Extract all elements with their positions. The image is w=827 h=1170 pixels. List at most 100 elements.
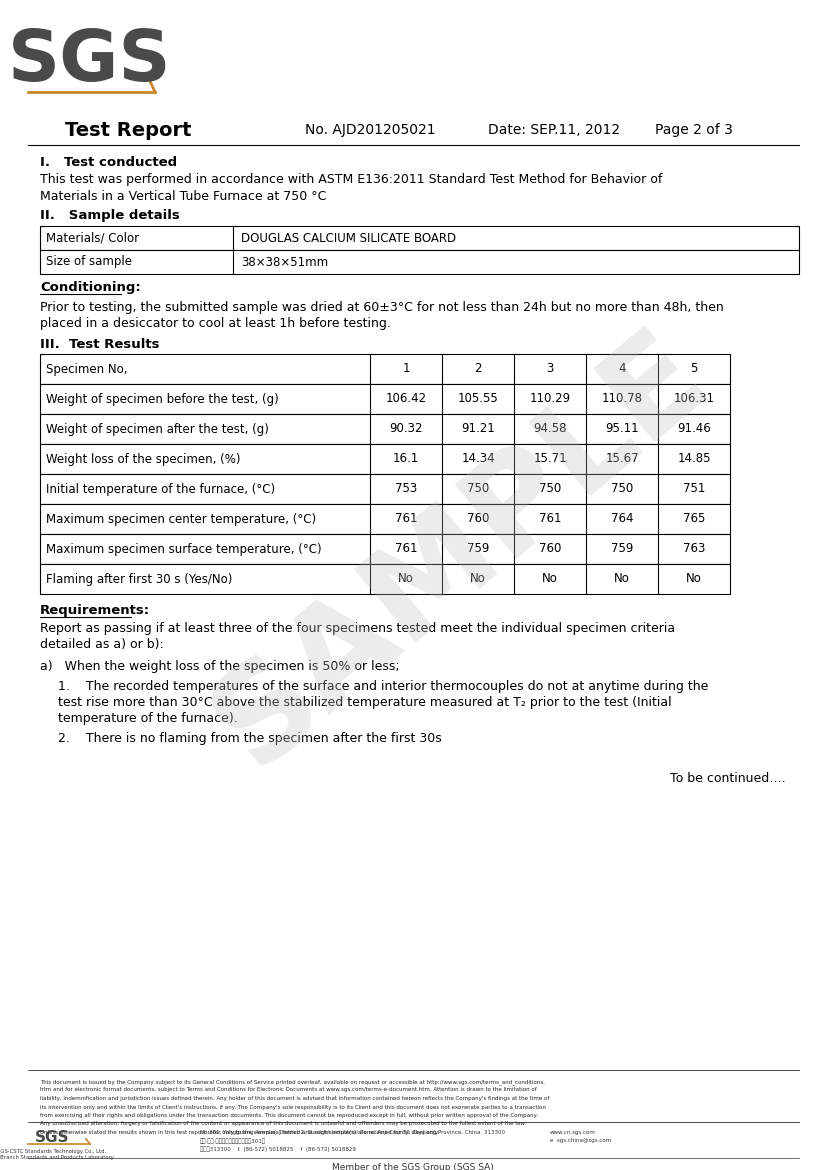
Text: from exercising all their rights and obligations under the transaction documents: from exercising all their rights and obl… — [40, 1113, 538, 1119]
Text: III.  Test Results: III. Test Results — [40, 337, 160, 351]
Text: 751: 751 — [683, 482, 705, 496]
Text: placed in a desiccator to cool at least 1h before testing.: placed in a desiccator to cool at least … — [40, 317, 391, 330]
Text: 5: 5 — [691, 363, 698, 376]
Text: 14.85: 14.85 — [677, 453, 710, 466]
Text: temperature of the furnace).: temperature of the furnace). — [58, 713, 237, 725]
Text: liability, indemnification and jurisdiction issues defined therein. Any holder o: liability, indemnification and jurisdict… — [40, 1096, 549, 1101]
Bar — [40, 250, 799, 274]
Text: 3: 3 — [547, 363, 554, 376]
Text: 753: 753 — [394, 482, 417, 496]
Text: 750: 750 — [539, 482, 562, 496]
Text: 761: 761 — [394, 512, 418, 525]
Text: 750: 750 — [611, 482, 633, 496]
Text: 邮编：313300    t  (86-572) 5018825    f  (86-572) 5018829: 邮编：313300 t (86-572) 5018825 f (86-572) … — [200, 1145, 356, 1151]
Text: htm and for electronic format documents, subject to Terms and Conditions for Ele: htm and for electronic format documents,… — [40, 1087, 537, 1093]
Text: No: No — [398, 572, 414, 585]
Text: Weight of specimen before the test, (g): Weight of specimen before the test, (g) — [46, 392, 279, 406]
Text: Specimen No,: Specimen No, — [46, 363, 127, 376]
Bar — [40, 504, 730, 534]
Text: test rise more than 30°C above the stabilized temperature measured at T₂ prior t: test rise more than 30°C above the stabi… — [58, 696, 672, 709]
Text: 91.46: 91.46 — [677, 422, 711, 435]
Text: Materials in a Vertical Tube Furnace at 750 °C: Materials in a Vertical Tube Furnace at … — [40, 190, 327, 202]
Text: 764: 764 — [611, 512, 633, 525]
Text: 14.34: 14.34 — [461, 453, 495, 466]
Text: 94.58: 94.58 — [533, 422, 566, 435]
Bar — [40, 474, 730, 504]
Text: Report as passing if at least three of the four specimens tested meet the indivi: Report as passing if at least three of t… — [40, 622, 675, 635]
Text: Date: SEP.11, 2012: Date: SEP.11, 2012 — [488, 123, 620, 137]
Text: 761: 761 — [394, 543, 418, 556]
Text: 765: 765 — [683, 512, 705, 525]
Text: Weight of specimen after the test, (g): Weight of specimen after the test, (g) — [46, 422, 269, 435]
Text: This test was performed in accordance with ASTM E136:2011 Standard Test Method f: This test was performed in accordance wi… — [40, 173, 662, 186]
Text: Maximum specimen surface temperature, (°C): Maximum specimen surface temperature, (°… — [46, 543, 322, 556]
Text: 90.32: 90.32 — [390, 422, 423, 435]
Text: II.   Sample details: II. Sample details — [40, 209, 179, 222]
Text: 95.11: 95.11 — [605, 422, 638, 435]
Text: Unless otherwise stated the results shown in this test report refer only to the : Unless otherwise stated the results show… — [40, 1130, 439, 1135]
Text: Weight loss of the specimen, (%): Weight loss of the specimen, (%) — [46, 453, 241, 466]
Text: 16.1: 16.1 — [393, 453, 419, 466]
Text: Maximum specimen center temperature, (°C): Maximum specimen center temperature, (°C… — [46, 512, 316, 525]
Text: detailed as a) or b):: detailed as a) or b): — [40, 638, 164, 651]
Text: No: No — [686, 572, 702, 585]
Text: 2: 2 — [474, 363, 482, 376]
Text: Size of sample: Size of sample — [46, 255, 132, 268]
Text: No.301, Yangguang Avenue, District 2, Sunlight Industrial Zone, Anji County, Zhe: No.301, Yangguang Avenue, District 2, Su… — [200, 1130, 505, 1135]
Text: 759: 759 — [466, 543, 490, 556]
Bar — [40, 226, 799, 250]
Bar — [40, 534, 730, 564]
Text: 760: 760 — [466, 512, 490, 525]
Text: Member of the SGS Group (SGS SA): Member of the SGS Group (SGS SA) — [332, 1163, 494, 1170]
Text: 91.21: 91.21 — [461, 422, 495, 435]
Text: SGS-CSTC Standards Technology Co., Ltd.: SGS-CSTC Standards Technology Co., Ltd. — [0, 1149, 107, 1154]
Text: SGS: SGS — [8, 28, 172, 96]
Text: 760: 760 — [539, 543, 562, 556]
Bar — [40, 384, 730, 414]
Text: 105.55: 105.55 — [457, 392, 499, 406]
Text: 750: 750 — [467, 482, 489, 496]
Text: No: No — [470, 572, 486, 585]
Text: 761: 761 — [538, 512, 562, 525]
Text: To be continued….: To be continued…. — [670, 772, 786, 785]
Text: 中国·浙江·安吉阳光工业园光天大道301号: 中国·浙江·安吉阳光工业园光天大道301号 — [200, 1138, 266, 1143]
Text: e  sgs.china@sgs.com: e sgs.china@sgs.com — [550, 1138, 611, 1143]
Text: 106.42: 106.42 — [385, 392, 427, 406]
Text: its intervention only and within the limits of Client's instructions, if any. Th: its intervention only and within the lim… — [40, 1104, 546, 1109]
Text: This document is issued by the Company subject to its General Conditions of Serv: This document is issued by the Company s… — [40, 1079, 545, 1085]
Text: Materials/ Color: Materials/ Color — [46, 232, 139, 245]
Text: 763: 763 — [683, 543, 705, 556]
Text: No. AJD201205021: No. AJD201205021 — [305, 123, 436, 137]
Text: a)   When the weight loss of the specimen is 50% or less;: a) When the weight loss of the specimen … — [40, 660, 399, 673]
Text: www.cn.sgs.com: www.cn.sgs.com — [550, 1130, 596, 1135]
Text: DOUGLAS CALCIUM SILICATE BOARD: DOUGLAS CALCIUM SILICATE BOARD — [241, 232, 457, 245]
Text: 106.31: 106.31 — [673, 392, 715, 406]
Text: Initial temperature of the furnace, (°C): Initial temperature of the furnace, (°C) — [46, 482, 275, 496]
Bar — [40, 443, 730, 474]
Text: 15.71: 15.71 — [533, 453, 566, 466]
Text: No: No — [542, 572, 558, 585]
Text: 110.78: 110.78 — [601, 392, 643, 406]
Text: 1: 1 — [402, 363, 409, 376]
Bar — [40, 414, 730, 443]
Text: Requirements:: Requirements: — [40, 604, 151, 617]
Text: 15.67: 15.67 — [605, 453, 638, 466]
Text: Page 2 of 3: Page 2 of 3 — [655, 123, 733, 137]
Text: Prior to testing, the submitted sample was dried at 60±3°C for not less than 24h: Prior to testing, the submitted sample w… — [40, 302, 724, 315]
Text: 759: 759 — [611, 543, 633, 556]
Text: 110.29: 110.29 — [529, 392, 571, 406]
Text: Conditioning:: Conditioning: — [40, 282, 141, 295]
Text: No: No — [614, 572, 630, 585]
Text: I.   Test conducted: I. Test conducted — [40, 157, 177, 170]
Text: SGS: SGS — [35, 1130, 69, 1145]
Text: 2.    There is no flaming from the specimen after the first 30s: 2. There is no flaming from the specimen… — [58, 732, 442, 745]
Text: Any unauthorized alteration, forgery or falsification of the content or appearan: Any unauthorized alteration, forgery or … — [40, 1122, 526, 1127]
Text: Flaming after first 30 s (Yes/No): Flaming after first 30 s (Yes/No) — [46, 572, 232, 585]
Bar — [40, 564, 730, 594]
Bar — [40, 355, 730, 384]
Text: 38×38×51mm: 38×38×51mm — [241, 255, 328, 268]
Text: Test Report: Test Report — [65, 121, 192, 139]
Text: SAMPLE: SAMPLE — [189, 309, 730, 791]
Text: 1.    The recorded temperatures of the surface and interior thermocouples do not: 1. The recorded temperatures of the surf… — [58, 680, 709, 693]
Text: Anj Branch Standards and Products Laboratory: Anj Branch Standards and Products Labora… — [0, 1155, 114, 1159]
